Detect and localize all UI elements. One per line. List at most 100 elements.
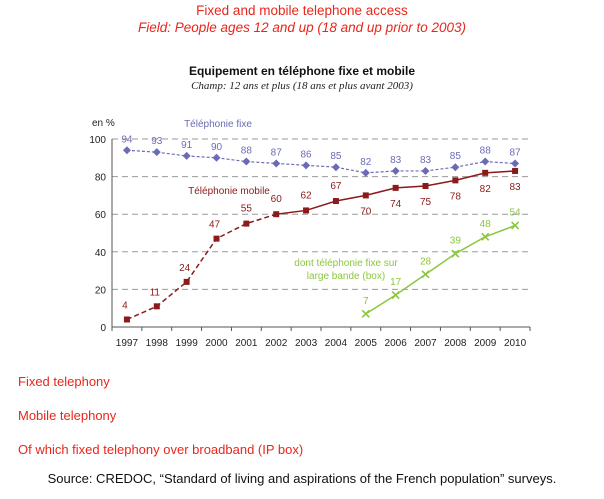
data-label-mobile: 78 (450, 191, 462, 202)
data-point-mobile (273, 211, 280, 218)
data-point-fixed (152, 148, 161, 157)
x-tick-label: 2002 (265, 338, 288, 349)
data-label-fixed: 88 (480, 146, 492, 157)
series-name-broadband-line2: large bande (box) (307, 271, 385, 282)
data-point-broadband (451, 249, 460, 258)
data-point-fixed (331, 163, 340, 172)
data-label-mobile: 4 (122, 300, 128, 311)
data-point-fixed (182, 151, 191, 160)
legend-mobile-telephony: Mobile telephony (18, 408, 117, 423)
data-label-fixed: 85 (450, 151, 462, 162)
data-label-mobile: 82 (480, 184, 492, 195)
data-point-mobile (482, 169, 489, 176)
data-label-fixed: 85 (330, 151, 342, 162)
header-title: Fixed and mobile telephone access (196, 3, 408, 18)
x-tick-label: 2004 (325, 338, 348, 349)
series-name-mobile: Téléphonie mobile (188, 186, 270, 197)
data-point-mobile (213, 235, 220, 242)
y-tick-label: 100 (89, 135, 106, 146)
data-label-mobile: 83 (510, 182, 522, 193)
x-tick-label: 2007 (414, 338, 437, 349)
data-label-mobile: 11 (150, 287, 161, 298)
data-label-broadband: 28 (420, 256, 432, 267)
data-point-broadband (511, 221, 520, 230)
x-tick-label: 2003 (295, 338, 318, 349)
x-tick-label: 1997 (116, 338, 139, 349)
source-note: Source: CREDOC, “Standard of living and … (47, 471, 557, 486)
x-tick-label: 1999 (176, 338, 199, 349)
data-label-fixed: 82 (360, 157, 372, 168)
data-label-fixed: 83 (420, 155, 432, 166)
y-axis-label: en % (92, 118, 115, 129)
series-line-mobile-dashed (126, 213, 277, 321)
data-point-fixed (391, 166, 400, 175)
data-label-fixed: 91 (181, 140, 193, 151)
data-label-fixed: 86 (301, 149, 313, 160)
x-tick-label: 2010 (504, 338, 527, 349)
data-label-fixed: 90 (211, 142, 223, 153)
data-label-broadband: 7 (363, 296, 369, 307)
data-point-broadband (421, 270, 430, 279)
data-point-mobile (123, 316, 130, 323)
data-point-fixed (481, 157, 490, 166)
series-name-broadband-line1: dont téléphonie fixe sur (294, 258, 398, 269)
chart-subtitle: Champ: 12 ans et plus (18 ans et plus av… (191, 80, 413, 92)
y-tick-label: 40 (95, 248, 107, 259)
x-tick-label: 2008 (444, 338, 467, 349)
data-label-mobile: 70 (360, 206, 372, 217)
data-point-fixed (302, 161, 311, 170)
data-point-fixed (242, 157, 251, 166)
data-label-fixed: 83 (390, 155, 402, 166)
data-point-broadband (391, 290, 400, 300)
data-label-mobile: 60 (271, 194, 283, 205)
y-tick-label: 80 (95, 173, 107, 184)
data-point-mobile (153, 303, 160, 310)
data-point-fixed (421, 166, 430, 175)
series-line-broadband (365, 224, 516, 315)
data-point-fixed (511, 159, 520, 168)
series-line-fixed (126, 149, 516, 174)
data-label-mobile: 55 (241, 204, 253, 215)
data-label-mobile: 47 (209, 220, 221, 231)
line-chart: 0 20 40 60 80 100 en % 1997 1998 1999 2000 2001 2002… (89, 118, 531, 349)
data-point-fixed (361, 168, 370, 177)
data-point-fixed (122, 146, 131, 155)
data-label-fixed: 88 (241, 146, 253, 157)
data-label-fixed: 94 (121, 134, 133, 145)
data-point-fixed (451, 163, 460, 172)
header-field: Field: People ages 12 and up (18 and up … (138, 20, 466, 35)
data-point-mobile (422, 183, 429, 189)
data-point-mobile (362, 192, 369, 199)
data-label-broadband: 48 (480, 219, 492, 230)
data-label-mobile: 24 (179, 263, 191, 274)
y-tick-label: 0 (100, 323, 106, 334)
data-point-mobile (303, 207, 310, 214)
data-label-fixed: 87 (271, 147, 283, 158)
data-label-fixed: 87 (510, 147, 522, 158)
x-tick-label: 1998 (146, 338, 169, 349)
data-point-mobile (332, 198, 339, 205)
data-point-mobile (243, 220, 250, 227)
legend-broadband-telephony: Of which fixed telephony over broadband … (18, 442, 304, 457)
data-label-broadband: 39 (450, 236, 462, 247)
data-label-mobile: 74 (390, 199, 402, 210)
x-tick-label: 2000 (205, 338, 228, 349)
legend-fixed-telephony: Fixed telephony (18, 374, 110, 389)
x-tick-label: 2005 (355, 338, 378, 349)
x-tick-label: 2001 (235, 338, 258, 349)
x-tick-label: 2006 (385, 338, 408, 349)
data-point-mobile (183, 278, 190, 285)
data-point-mobile (512, 167, 519, 174)
data-point-mobile (392, 184, 399, 191)
data-label-mobile: 75 (420, 197, 432, 208)
y-tick-label: 60 (95, 210, 107, 221)
series-name-fixed: Téléphonie fixe (184, 119, 252, 130)
chart-title: Equipement en téléphone fixe et mobile (188, 64, 416, 78)
y-tick-label: 20 (95, 285, 107, 296)
x-tick-label: 2009 (474, 338, 497, 349)
data-point-fixed (212, 153, 221, 162)
data-label-mobile: 62 (301, 190, 313, 201)
data-point-broadband (361, 309, 370, 318)
data-label-broadband: 17 (390, 277, 402, 288)
data-label-broadband: 54 (510, 207, 522, 218)
